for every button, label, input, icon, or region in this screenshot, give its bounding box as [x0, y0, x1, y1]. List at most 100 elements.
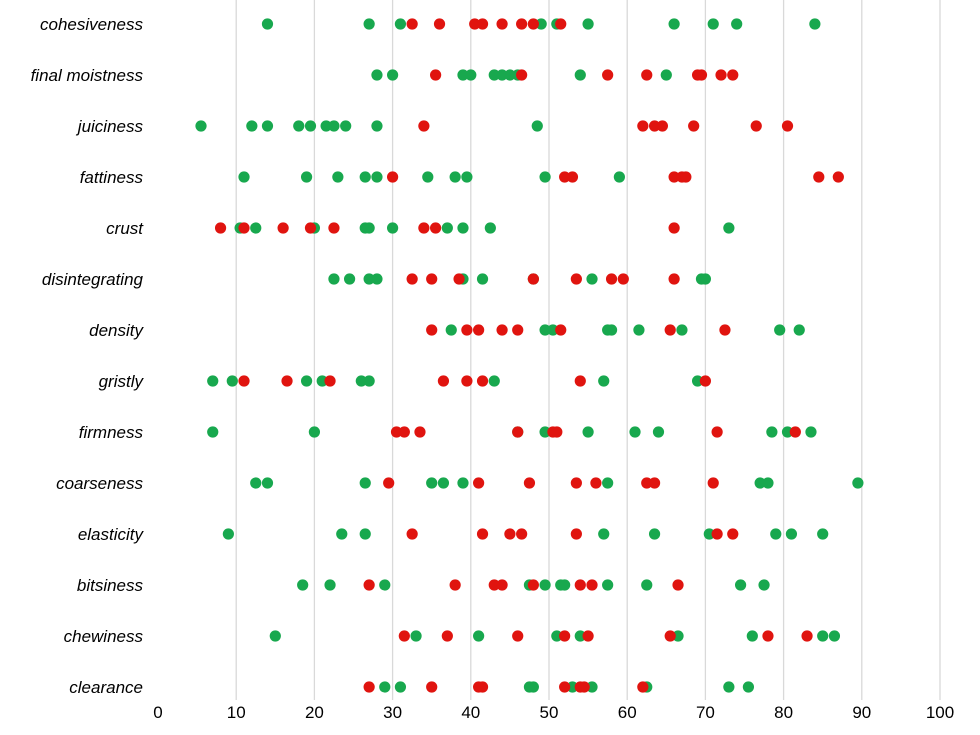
- category-label: cohesiveness: [40, 15, 144, 34]
- x-tick-label: 20: [305, 703, 324, 722]
- data-point: [750, 120, 762, 132]
- data-point: [813, 171, 825, 183]
- data-point: [586, 579, 598, 591]
- data-point: [586, 681, 598, 693]
- data-point: [570, 273, 582, 285]
- data-point: [664, 630, 676, 642]
- data-point: [547, 324, 559, 336]
- category-label: density: [89, 321, 144, 340]
- data-point: [320, 120, 332, 132]
- data-point: [516, 18, 528, 30]
- x-tick-label: 80: [774, 703, 793, 722]
- data-point: [652, 426, 665, 438]
- data-point: [664, 324, 676, 336]
- data-point: [703, 528, 715, 540]
- data-point: [660, 69, 672, 81]
- data-point: [476, 375, 489, 387]
- category-labels: cohesiveness final moistness juiciness fatt…: [31, 15, 145, 697]
- data-point: [578, 681, 590, 693]
- data-point: [727, 69, 739, 81]
- data-point: [605, 324, 618, 336]
- data-point: [461, 171, 473, 183]
- x-axis-tick-labels: 0 10 20 30 40 50 60 70 80 90 100: [153, 703, 954, 722]
- category-label: fattiness: [80, 168, 144, 187]
- data-point: [488, 375, 500, 387]
- data-point: [754, 477, 766, 489]
- data-point: [774, 324, 786, 336]
- data-point: [762, 477, 774, 489]
- data-point: [445, 324, 457, 336]
- data-point: [516, 69, 528, 81]
- x-tick-label: 90: [852, 703, 871, 722]
- data-point: [582, 426, 594, 438]
- data-point: [363, 18, 375, 30]
- data-point: [324, 579, 336, 591]
- data-point: [476, 528, 489, 540]
- data-point: [359, 477, 371, 489]
- data-point: [476, 681, 489, 693]
- data-point: [555, 324, 567, 336]
- data-point: [731, 18, 743, 30]
- data-point: [238, 375, 250, 387]
- data-point: [742, 681, 755, 693]
- data-point: [605, 273, 618, 285]
- data-point: [406, 18, 418, 30]
- data-point: [828, 630, 841, 642]
- data-point: [426, 324, 438, 336]
- category-label: disintegrating: [42, 270, 144, 289]
- data-point: [559, 579, 571, 591]
- data-point: [570, 477, 582, 489]
- data-point: [304, 222, 317, 234]
- data-point: [574, 375, 586, 387]
- data-point: [711, 426, 723, 438]
- category-label: bitsiness: [77, 576, 144, 595]
- data-point: [316, 375, 328, 387]
- data-point: [641, 69, 653, 81]
- data-point: [269, 630, 281, 642]
- category-label: final moistness: [31, 66, 144, 85]
- data-point: [539, 426, 551, 438]
- grid-lines: [235, 0, 941, 700]
- data-point: [359, 528, 371, 540]
- data-point: [250, 477, 262, 489]
- category-label: crust: [106, 219, 144, 238]
- data-point: [371, 171, 383, 183]
- data-point: [441, 222, 453, 234]
- data-point: [590, 477, 602, 489]
- data-point: [304, 120, 317, 132]
- data-point: [398, 630, 410, 642]
- x-tick-label: 100: [926, 703, 954, 722]
- data-point: [512, 426, 524, 438]
- data-point: [551, 426, 563, 438]
- data-point: [801, 630, 813, 642]
- data-point: [707, 18, 719, 30]
- data-point: [214, 222, 227, 234]
- data-point: [387, 222, 399, 234]
- data-point: [261, 18, 274, 30]
- data-point: [328, 222, 340, 234]
- category-label: elasticity: [78, 525, 145, 544]
- x-tick-label: 10: [227, 703, 246, 722]
- data-point: [512, 324, 524, 336]
- data-point: [449, 171, 461, 183]
- data-point: [566, 171, 579, 183]
- data-point: [207, 426, 219, 438]
- data-point: [387, 69, 399, 81]
- data-point: [809, 18, 821, 30]
- category-label: clearance: [69, 678, 143, 697]
- data-point: [504, 528, 516, 540]
- data-point: [715, 69, 727, 81]
- x-tick-label: 70: [696, 703, 715, 722]
- category-label: juiciness: [76, 117, 144, 136]
- data-point: [363, 681, 375, 693]
- data-point: [602, 69, 614, 81]
- data-point: [387, 171, 399, 183]
- data-point: [437, 375, 450, 387]
- data-point: [582, 18, 594, 30]
- x-tick-label: 40: [461, 703, 480, 722]
- data-point: [461, 375, 473, 387]
- data-point: [672, 630, 684, 642]
- data-point: [371, 120, 383, 132]
- x-tick-label: 50: [540, 703, 559, 722]
